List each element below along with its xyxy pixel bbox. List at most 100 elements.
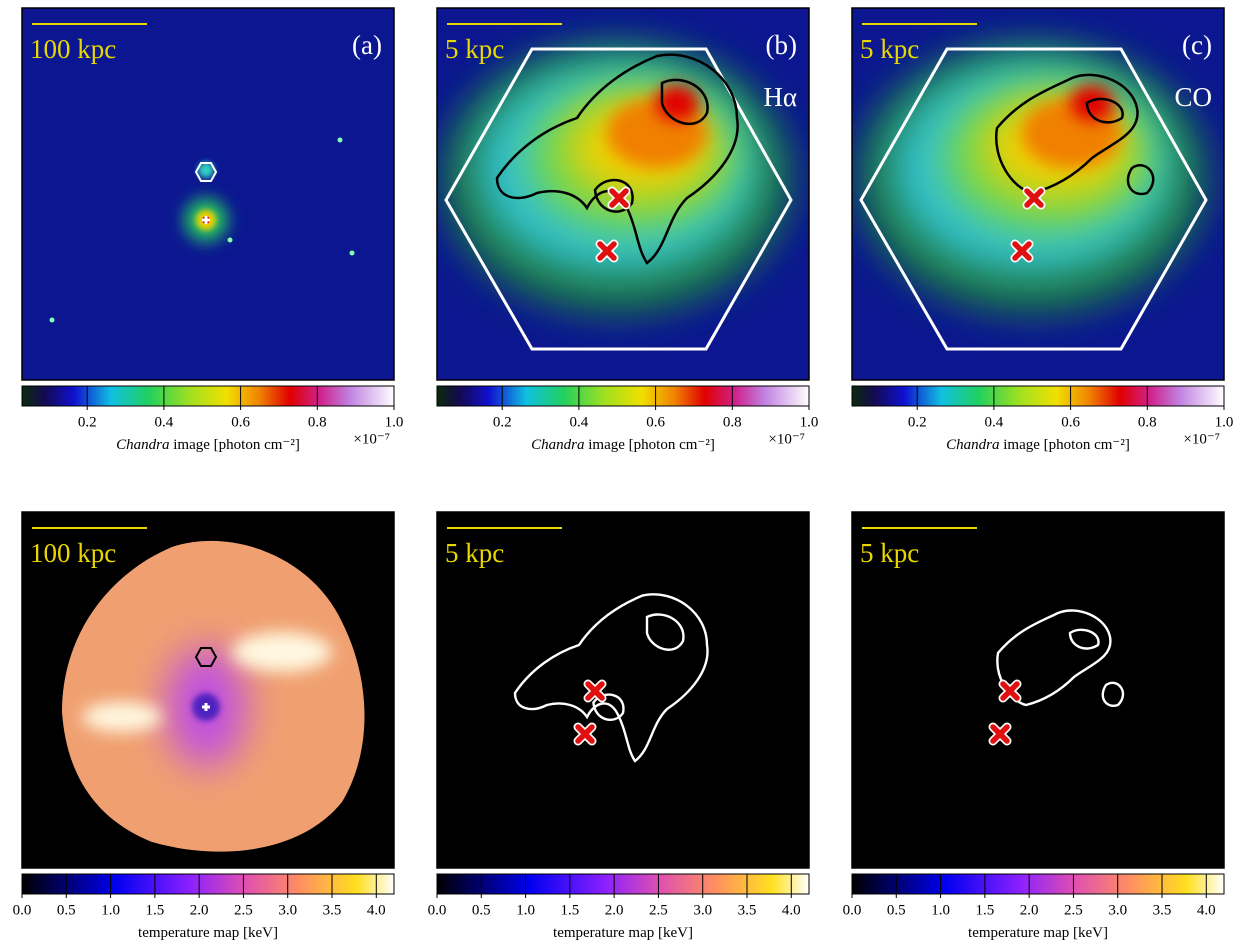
colorbar-tick-label: 2.0 (190, 902, 209, 918)
colorbar-tick-label: 4.0 (782, 902, 801, 918)
colorbar-tick-label: 1.0 (931, 902, 950, 918)
map-pixel (649, 512, 704, 564)
contour (996, 609, 1125, 707)
colorbar-tick-label: 0.6 (646, 414, 665, 430)
colorbar-tick-label: 3.5 (323, 902, 342, 918)
colorbar-tick-label: 0.5 (887, 902, 906, 918)
map-pixel (1117, 817, 1172, 868)
scale-bar-label: 5 kpc (445, 34, 504, 64)
map-pixel (1170, 715, 1224, 767)
red-cross-marker (1000, 681, 1020, 701)
map-pixel (1117, 715, 1172, 767)
hot-region (232, 632, 332, 672)
map-pixel (543, 512, 597, 564)
colorbar-label: temperature map [keV] (968, 925, 1108, 941)
map-pixel (905, 512, 959, 564)
map-pixel (755, 715, 809, 767)
colorbar-tick-label: 0.4 (985, 414, 1004, 430)
map-pixel (490, 817, 544, 868)
colorbar-tick-label: 3.0 (693, 902, 712, 918)
colorbar-tick-label: 0.6 (1061, 414, 1080, 430)
image-panel (22, 8, 394, 380)
map-pixel (905, 766, 959, 818)
colorbar-tick-label: 1.0 (800, 414, 819, 430)
hexagon-region (194, 162, 218, 182)
map-pixel (1170, 512, 1224, 564)
map-pixel (755, 766, 809, 818)
map-pixel (1170, 562, 1224, 615)
hexagon-region (453, 568, 737, 814)
colorbar (436, 385, 810, 407)
map-pixel (437, 512, 491, 564)
red-cross-marker (575, 724, 595, 744)
map-pixel (958, 766, 1012, 818)
map-pixel (1064, 817, 1119, 868)
image-panel (437, 8, 809, 380)
colorbar-tick-label: 0.0 (843, 902, 862, 918)
red-cross-marker (990, 724, 1010, 744)
colorbar-tick-label: 1.0 (385, 414, 404, 430)
panel-label: (e) (767, 534, 797, 564)
colorbar-label-italic: Chandra (531, 437, 584, 453)
colorbar-tick-label: 3.5 (738, 902, 757, 918)
line-annotation: CO (1174, 82, 1212, 112)
panel-label: (a) (352, 30, 382, 60)
map-pixel (702, 817, 757, 868)
map-pixel (437, 562, 491, 615)
panel-frame (436, 7, 810, 381)
map-pixel (1170, 664, 1224, 716)
red-cross-marker (585, 681, 605, 701)
map-pixel (702, 613, 757, 666)
panel-label: (f) (1185, 534, 1212, 564)
map-pixel (1117, 613, 1172, 666)
map-pixel (596, 766, 651, 818)
colorbar-tick-label: 1.5 (145, 902, 164, 918)
hot-region (82, 702, 162, 732)
map-pixel (490, 512, 544, 564)
map-pixel (755, 562, 809, 615)
centre-marker (202, 703, 210, 711)
map-pixel (702, 512, 757, 564)
map-pixel (905, 613, 959, 666)
map-pixel (852, 512, 906, 564)
colorbar-tick-label: 4.0 (1197, 902, 1216, 918)
colorbar-tick-label: 3.0 (278, 902, 297, 918)
map-pixel (1011, 715, 1066, 767)
map-pixel (1117, 766, 1172, 818)
colorbar-tick-label: 0.5 (472, 902, 491, 918)
colorbar-label-italic: Chandra (946, 437, 999, 453)
centre-marker (202, 216, 210, 224)
colorbar (21, 873, 395, 895)
panel-label: (d) (351, 534, 382, 564)
colorbar-tick-label: 1.0 (1215, 414, 1234, 430)
scale-bar-label: 5 kpc (860, 538, 919, 568)
map-pixel (543, 766, 597, 818)
colorbar-tick-label: 0.8 (1138, 414, 1157, 430)
map-pixel (1117, 562, 1172, 615)
image-background (22, 8, 394, 380)
line-annotation: CO (1174, 586, 1212, 616)
map-pixel (437, 817, 491, 868)
colorbar-tick-label: 2.5 (234, 902, 253, 918)
map-pixel (852, 562, 906, 615)
line-annotation: Hα (763, 586, 797, 616)
colorbar-label-text: image [photon cm⁻²] (170, 437, 300, 453)
contour (495, 53, 739, 265)
colorbar-tick-label: 1.5 (975, 902, 994, 918)
colorbar (851, 385, 1225, 407)
map-pixel (437, 613, 491, 666)
panel-frame (21, 7, 395, 381)
point-source (349, 250, 355, 256)
map-pixel (543, 817, 597, 868)
map-pixel (1170, 817, 1224, 868)
map-pixel (702, 562, 757, 615)
companion-source (198, 162, 214, 178)
colorbar (436, 873, 810, 895)
colorbar-tick-label: 0.2 (908, 414, 927, 430)
colorbar-label-italic: Chandra (116, 437, 169, 453)
map-pixel (490, 715, 544, 767)
map-pixel (852, 817, 906, 868)
colorbar-tick-label: 1.5 (560, 902, 579, 918)
